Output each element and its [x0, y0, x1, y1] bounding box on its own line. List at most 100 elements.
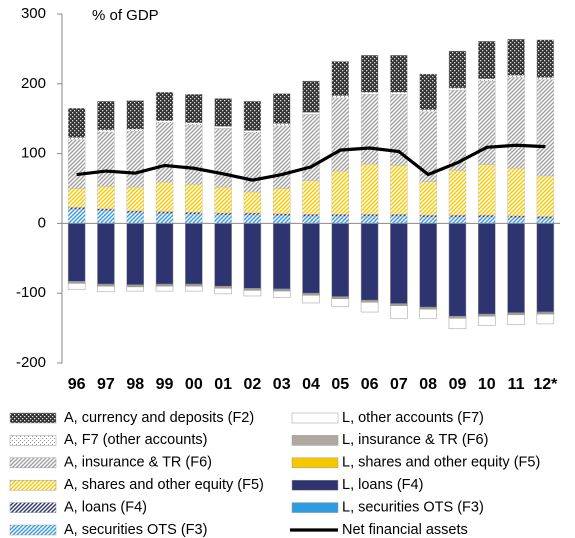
bar-segment: [507, 38, 525, 76]
y-tick-label: 300: [21, 5, 46, 22]
y-tick-label: -200: [16, 354, 46, 371]
bar-segment: [536, 223, 555, 313]
bar-segment: [331, 170, 349, 215]
bar-segment: [97, 186, 115, 209]
bar-segment: [67, 283, 86, 290]
bar-segment: [272, 290, 291, 298]
legend-swatch: [291, 479, 339, 491]
bar-segment: [155, 91, 174, 121]
bar-segment: [360, 216, 379, 224]
bar-segment: [126, 131, 144, 188]
bar-segment: [243, 191, 262, 214]
bar-segment: [155, 182, 174, 212]
legend-label: L, shares and other equity (F5): [342, 455, 540, 471]
x-tick-label: 03: [273, 376, 291, 393]
bar-segment: [360, 214, 379, 217]
bar-segment: [214, 126, 232, 129]
bar-segment: [478, 78, 496, 82]
bar-segment: [478, 41, 496, 80]
bar-segment: [360, 163, 379, 215]
bar-segment: [185, 223, 203, 285]
bar-segment: [302, 114, 320, 182]
legend-label: A, shares and other equity (F5): [64, 477, 264, 493]
bar-segment: [302, 295, 320, 304]
bar-segment: [536, 216, 555, 219]
bar-segment: [126, 186, 144, 212]
x-tick-label: 02: [244, 376, 262, 393]
bar-segment: [273, 215, 291, 224]
bar-segment: [536, 79, 555, 177]
bar-segment: [536, 313, 555, 325]
bar-segment: [448, 318, 467, 330]
y-tick-label: 100: [21, 145, 46, 162]
x-tick-label: 11: [508, 376, 525, 393]
bar-segment: [155, 122, 174, 183]
bar-segment: [126, 212, 144, 224]
bar-segment: [67, 137, 86, 140]
bar-segment: [214, 98, 232, 127]
bar-segment: [507, 77, 525, 169]
bar-segment: [419, 216, 437, 224]
legend-swatch: [9, 435, 57, 446]
bar-segment: [360, 302, 379, 313]
y-axis-label: % of GDP: [92, 7, 159, 24]
bar-segment: [126, 210, 144, 214]
bar-segment: [273, 93, 291, 124]
bar-segment: [419, 214, 437, 218]
bar-segment: [67, 108, 86, 138]
bar-segment: [67, 209, 86, 224]
bar-segment: [478, 223, 496, 315]
bar-segment: [97, 210, 115, 224]
bar-segment: [390, 305, 408, 319]
bar-segment: [185, 122, 203, 126]
bar-segment: [214, 223, 232, 287]
bar-segment: [419, 73, 437, 110]
bar-segment: [126, 286, 144, 292]
bar-segment: [214, 212, 232, 216]
x-tick-label: 99: [156, 376, 174, 393]
bar-segment: [155, 223, 174, 285]
bar-segment: [536, 39, 555, 78]
bar-segment: [360, 91, 379, 95]
bar-segment: [507, 314, 525, 325]
bar-segment: [272, 223, 291, 290]
x-tick-label: 05: [331, 376, 349, 393]
bar-segment: [478, 216, 496, 224]
bar-segment: [390, 54, 408, 93]
bar-segment: [302, 112, 320, 115]
bar-segment: [67, 188, 86, 208]
bar-segment: [243, 212, 262, 216]
x-tick-label: 06: [361, 376, 379, 393]
bar-segment: [331, 223, 350, 297]
bar-segment: [243, 214, 262, 224]
bar-segment: [331, 97, 349, 172]
bar-segment: [448, 87, 467, 91]
bar-segment: [419, 223, 437, 308]
legend-label: L, securities OTS (F3): [342, 499, 484, 515]
bar-segment: [273, 213, 291, 216]
bar-segment: [390, 165, 408, 215]
bar-segment: [97, 285, 115, 293]
bar-segment: [331, 216, 349, 224]
x-tick-label: 07: [390, 376, 408, 393]
x-tick-label: 97: [97, 376, 115, 393]
bar-segment: [243, 290, 262, 297]
x-tick-label: 04: [302, 376, 320, 393]
x-tick-label: 96: [68, 376, 86, 393]
x-tick-label: 98: [126, 376, 144, 393]
bar-segment: [155, 211, 174, 214]
x-tick-label: 01: [214, 376, 232, 393]
legend-label: L, loans (F4): [342, 477, 423, 493]
bar-segment: [448, 216, 467, 224]
bar-segment: [507, 223, 525, 313]
bar-segment: [419, 181, 437, 216]
legend-label: A, loans (F4): [64, 499, 147, 515]
bar-segment: [97, 223, 115, 285]
legend-label: A, currency and deposits (F2): [64, 410, 254, 426]
bar-segment: [185, 94, 203, 124]
bar-segment: [67, 207, 86, 210]
legend-swatch: [9, 502, 57, 513]
bar-segment: [67, 223, 86, 282]
y-tick-label: -100: [16, 284, 46, 301]
